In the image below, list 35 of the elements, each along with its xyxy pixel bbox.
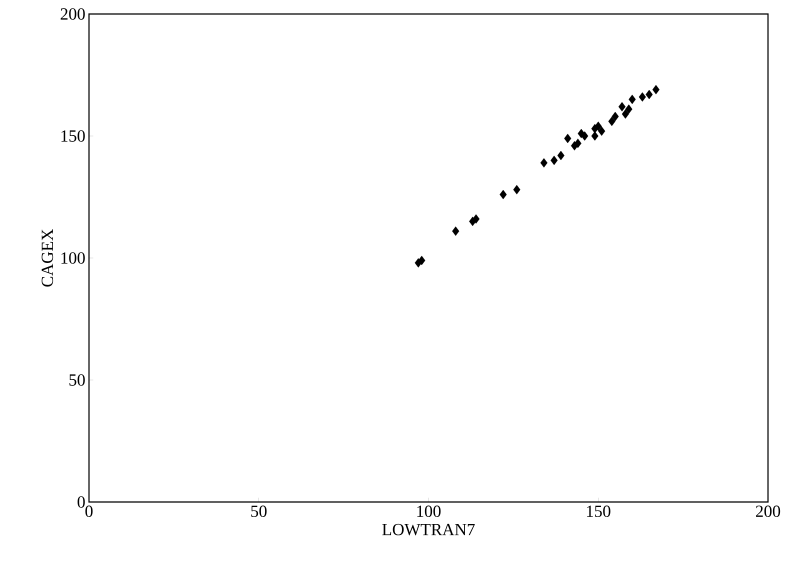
point: [418, 256, 426, 266]
point: [557, 150, 564, 160]
y-tick-label: 50: [69, 374, 85, 386]
point: [581, 131, 588, 141]
y-tick-label: 150: [61, 130, 85, 142]
x-tick-label: 200: [756, 506, 780, 518]
point: [550, 156, 558, 166]
y-tick-label: 200: [60, 8, 85, 20]
point: [513, 184, 520, 194]
point: [574, 138, 582, 148]
point: [618, 102, 626, 112]
y-tick-label: 0: [78, 496, 85, 508]
point: [500, 190, 507, 200]
point: [472, 214, 480, 224]
point: [598, 126, 606, 136]
point: [625, 104, 632, 114]
x-tick-label: 0: [85, 506, 93, 518]
point: [646, 90, 653, 100]
point: [622, 109, 629, 119]
point: [608, 116, 616, 126]
y-axis-title: CAGEX: [42, 229, 54, 287]
x-tick-label: 50: [251, 506, 267, 518]
x-axis-title: LOWTRAN7: [382, 524, 475, 536]
point: [540, 158, 548, 168]
point: [452, 226, 460, 236]
y-tick-label: 100: [61, 252, 85, 264]
x-tick-label: 150: [586, 506, 610, 518]
point: [591, 131, 598, 141]
point: [628, 94, 636, 104]
point: [564, 134, 572, 144]
point: [612, 112, 619, 122]
point: [652, 84, 660, 94]
point: [638, 92, 646, 102]
x-tick-label: 100: [417, 506, 441, 518]
point: [594, 122, 602, 131]
